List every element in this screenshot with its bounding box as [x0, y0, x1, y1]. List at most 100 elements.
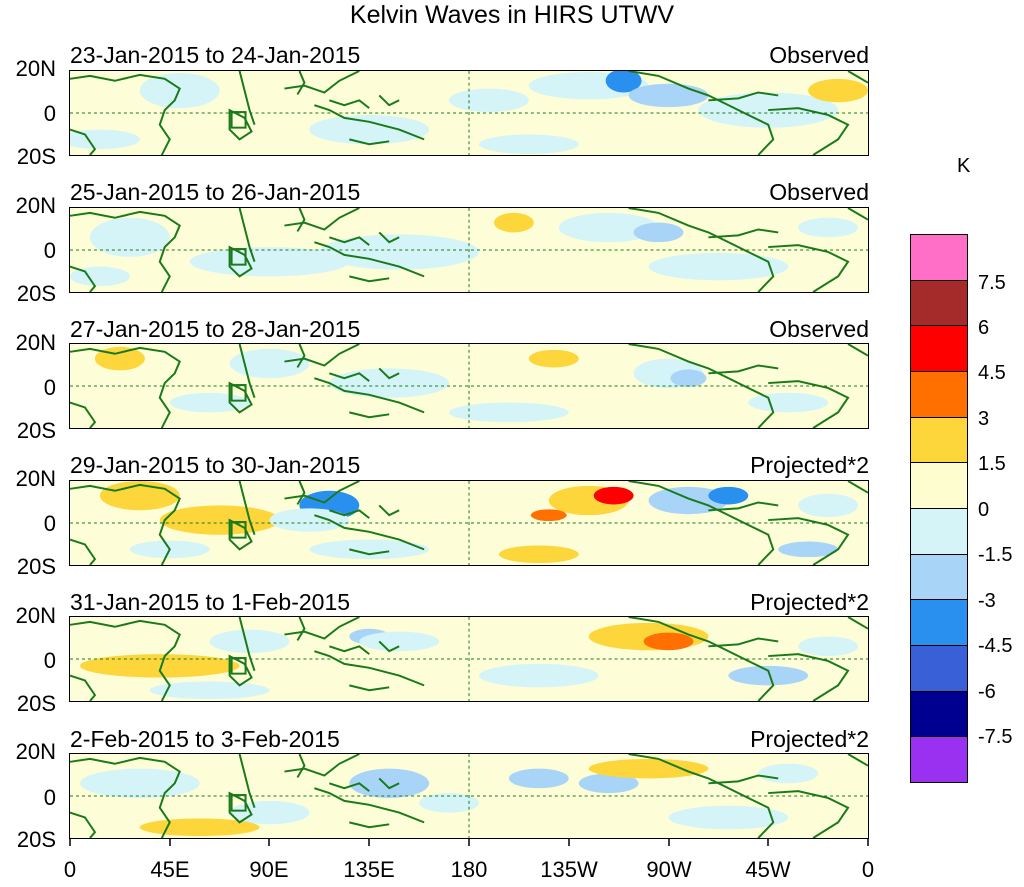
anomaly-region	[798, 493, 859, 518]
anomaly-region	[578, 773, 639, 794]
colorbar-swatch	[910, 371, 968, 418]
anomaly-region	[309, 114, 430, 145]
panel-6-map	[69, 753, 869, 839]
panel-3-map	[69, 343, 869, 429]
coastline	[70, 265, 97, 292]
coastline	[70, 619, 181, 701]
coastline	[314, 514, 425, 551]
anomaly-region	[349, 768, 430, 798]
panel-5-lat-0: 0	[43, 648, 56, 673]
coastline	[314, 650, 425, 687]
coastline	[349, 684, 390, 692]
panel-3-mode: Observed	[769, 316, 869, 342]
coastline	[727, 241, 775, 292]
coastline	[708, 637, 779, 648]
anomaly-region	[498, 545, 579, 564]
lon-label-90w: 90W	[646, 857, 692, 882]
coastline	[228, 654, 253, 687]
lon-label-45w: 45W	[745, 857, 791, 882]
panel-1-lat-0: 0	[43, 101, 56, 126]
coastline	[228, 518, 253, 551]
coastline	[708, 228, 779, 239]
coastline	[70, 128, 97, 155]
panel-6-lat-20s: 20S	[16, 827, 56, 852]
coastline	[349, 821, 390, 829]
anomaly-region	[449, 402, 569, 423]
coastline	[378, 367, 400, 380]
coastline	[349, 411, 390, 419]
anomaly-region	[605, 71, 642, 93]
coastline	[349, 548, 390, 556]
legend-label: -6	[978, 681, 996, 703]
island-outline	[230, 248, 247, 266]
lon-label-0-east: 0	[861, 857, 875, 882]
coastline	[284, 617, 360, 640]
legend-label: 3	[978, 408, 990, 430]
coastline	[228, 381, 253, 414]
coastline	[768, 107, 850, 155]
coastline	[378, 504, 400, 517]
coastline	[727, 104, 775, 155]
lon-label-90e: 90E	[249, 857, 289, 882]
coastline	[727, 787, 775, 838]
anomaly-region	[593, 486, 634, 505]
anomaly-region	[748, 392, 829, 413]
lon-label-0: 0	[63, 857, 77, 882]
panel-2-map	[69, 207, 869, 293]
anomaly-region	[319, 234, 479, 270]
anomaly-region	[269, 508, 350, 532]
coastline	[238, 208, 256, 263]
lon-label-135e: 135E	[343, 857, 395, 882]
coastline	[628, 617, 729, 653]
colorbar	[910, 234, 968, 783]
panel-5-date: 31-Jan-2015 to 1-Feb-2015	[70, 589, 351, 615]
coastline	[349, 275, 390, 283]
legend-unit: K	[957, 155, 971, 177]
anomaly-region	[648, 486, 729, 515]
panel-1-map	[69, 70, 869, 156]
coastline	[378, 94, 400, 107]
coastline	[70, 538, 97, 565]
coastline	[628, 71, 729, 107]
coastline	[727, 514, 775, 565]
coastline	[329, 645, 370, 655]
coastline	[378, 777, 400, 790]
coastline	[228, 791, 253, 824]
panel-1-mode: Observed	[769, 42, 869, 68]
coastline	[329, 372, 370, 382]
anomaly-region	[329, 368, 450, 398]
coastline	[228, 108, 253, 141]
chart-title: Kelvin Waves in HIRS UTWV	[349, 1, 675, 29]
coastline	[238, 754, 256, 809]
panel-4-mode: Projected*2	[750, 452, 869, 478]
anomaly-region	[728, 665, 809, 686]
coastline	[708, 501, 779, 512]
coastline	[296, 344, 306, 368]
anomaly-region	[209, 629, 290, 654]
anomaly-region	[449, 88, 529, 113]
anomaly-region	[648, 252, 789, 281]
coastline	[70, 674, 97, 701]
coastline	[628, 208, 729, 244]
colorbar-swatch	[910, 736, 968, 783]
anomaly-region	[79, 768, 200, 798]
panel-6-mode: Projected*2	[750, 726, 869, 752]
legend-label: 4.5	[978, 362, 1006, 384]
panel-3-lat-20s: 20S	[16, 418, 56, 443]
coastline	[768, 380, 850, 428]
colorbar-swatch	[910, 599, 968, 646]
coastline	[70, 401, 97, 428]
anomaly-region	[530, 509, 567, 522]
panel-4-lat-0: 0	[43, 511, 56, 536]
anomaly-region	[159, 505, 280, 535]
panel-2-lat-20s: 20S	[16, 281, 56, 306]
coastline	[628, 481, 729, 517]
coastline	[708, 364, 779, 375]
anomaly-region	[229, 348, 310, 379]
anomaly-region	[758, 763, 819, 784]
coastline	[847, 481, 868, 494]
coastline	[727, 650, 775, 701]
legend-label: -7.5	[978, 726, 1013, 748]
panel-5-map	[69, 616, 869, 702]
coastline	[329, 509, 370, 519]
